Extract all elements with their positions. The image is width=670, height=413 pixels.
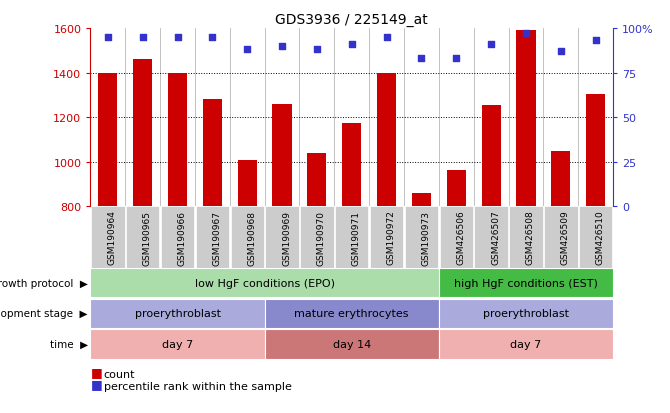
FancyBboxPatch shape [265, 330, 439, 359]
FancyBboxPatch shape [265, 207, 299, 268]
Bar [238, 160, 257, 207]
Point [416, 56, 427, 62]
Text: development stage  ▶: development stage ▶ [0, 309, 88, 318]
Text: day 7: day 7 [162, 339, 193, 349]
FancyBboxPatch shape [230, 207, 264, 268]
FancyBboxPatch shape [161, 207, 194, 268]
FancyBboxPatch shape [196, 207, 229, 268]
Text: count: count [104, 369, 135, 379]
Bar [447, 170, 466, 207]
Bar [586, 95, 605, 207]
FancyBboxPatch shape [509, 207, 543, 268]
Point [555, 49, 566, 55]
FancyBboxPatch shape [335, 207, 368, 268]
Text: GSM190972: GSM190972 [387, 210, 395, 265]
FancyBboxPatch shape [579, 207, 612, 268]
Bar [203, 100, 222, 207]
FancyBboxPatch shape [439, 299, 613, 328]
Text: GSM190966: GSM190966 [178, 210, 186, 265]
Text: GSM190969: GSM190969 [282, 210, 291, 265]
Text: GSM426510: GSM426510 [596, 210, 604, 265]
FancyBboxPatch shape [439, 268, 613, 298]
FancyBboxPatch shape [370, 207, 403, 268]
Text: high HgF conditions (EST): high HgF conditions (EST) [454, 278, 598, 288]
Text: ■: ■ [90, 377, 103, 390]
Point [172, 35, 183, 41]
Text: GSM426508: GSM426508 [526, 210, 535, 265]
Bar [482, 106, 500, 207]
FancyBboxPatch shape [91, 207, 125, 268]
Point [242, 47, 253, 54]
Bar [342, 123, 361, 207]
Point [521, 31, 531, 38]
Point [346, 42, 357, 48]
Point [207, 35, 218, 41]
Text: GSM426509: GSM426509 [561, 210, 570, 265]
Point [312, 47, 322, 54]
FancyBboxPatch shape [544, 207, 578, 268]
Text: proerythroblast: proerythroblast [135, 309, 220, 318]
Point [486, 42, 496, 48]
Bar [98, 74, 117, 207]
Text: day 14: day 14 [332, 339, 371, 349]
Text: growth protocol  ▶: growth protocol ▶ [0, 278, 88, 288]
Text: GSM190973: GSM190973 [421, 210, 430, 265]
Text: ■: ■ [90, 365, 103, 378]
Point [137, 35, 148, 41]
Text: day 7: day 7 [511, 339, 541, 349]
Text: low HgF conditions (EPO): low HgF conditions (EPO) [195, 278, 334, 288]
Text: GSM190970: GSM190970 [317, 210, 326, 265]
Text: mature erythrocytes: mature erythrocytes [295, 309, 409, 318]
Bar [133, 60, 152, 207]
Point [381, 35, 392, 41]
Bar [308, 154, 326, 207]
FancyBboxPatch shape [300, 207, 334, 268]
Bar [412, 194, 431, 207]
FancyBboxPatch shape [126, 207, 159, 268]
Bar [551, 151, 570, 207]
FancyBboxPatch shape [90, 330, 265, 359]
Text: proerythroblast: proerythroblast [483, 309, 569, 318]
Text: GSM190964: GSM190964 [108, 210, 117, 265]
Title: GDS3936 / 225149_at: GDS3936 / 225149_at [275, 12, 428, 26]
Text: time  ▶: time ▶ [50, 339, 88, 349]
Bar [377, 74, 396, 207]
FancyBboxPatch shape [90, 268, 439, 298]
FancyBboxPatch shape [474, 207, 508, 268]
Point [103, 35, 113, 41]
Point [590, 38, 601, 45]
Bar [168, 74, 187, 207]
FancyBboxPatch shape [265, 299, 439, 328]
FancyBboxPatch shape [405, 207, 438, 268]
Text: GSM190968: GSM190968 [247, 210, 256, 265]
Text: GSM426507: GSM426507 [491, 210, 500, 265]
Bar [273, 104, 291, 207]
Text: GSM190965: GSM190965 [143, 210, 151, 265]
Point [277, 43, 287, 50]
Point [451, 56, 462, 62]
Text: percentile rank within the sample: percentile rank within the sample [104, 381, 291, 391]
Text: GSM190967: GSM190967 [212, 210, 221, 265]
Text: GSM190971: GSM190971 [352, 210, 360, 265]
FancyBboxPatch shape [439, 330, 613, 359]
FancyBboxPatch shape [90, 299, 265, 328]
Text: GSM426506: GSM426506 [456, 210, 465, 265]
FancyBboxPatch shape [440, 207, 473, 268]
Bar [517, 31, 535, 207]
